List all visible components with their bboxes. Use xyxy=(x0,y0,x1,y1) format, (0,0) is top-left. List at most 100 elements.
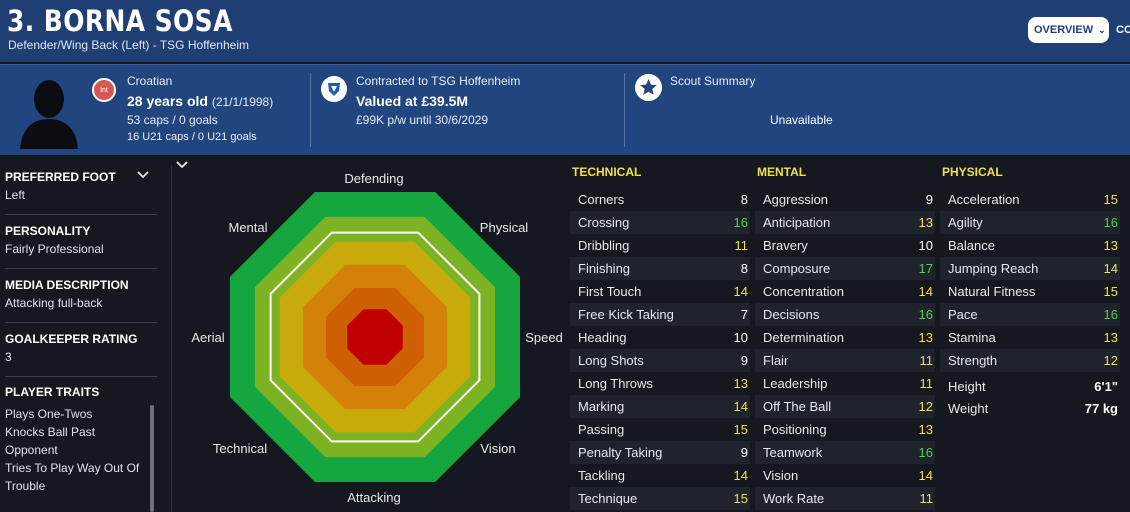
attribute-row[interactable]: Agility 16 xyxy=(940,211,1120,234)
media-description-title: MEDIA DESCRIPTION xyxy=(5,278,129,292)
attribute-value: 12 xyxy=(1103,353,1118,368)
attribute-name: First Touch xyxy=(578,284,642,299)
attribute-row[interactable]: Pace 16 xyxy=(940,303,1120,326)
attribute-name: Decisions xyxy=(763,307,820,322)
attribute-row[interactable]: Off The Ball 12 xyxy=(755,395,935,418)
attribute-value: 9 xyxy=(925,192,933,207)
weight-row: Weight 77 kg xyxy=(940,397,1120,419)
attribute-row[interactable]: Work Rate 11 xyxy=(755,487,935,510)
preferred-foot-section: PREFERRED FOOT Left xyxy=(5,170,157,202)
attribute-row[interactable]: Penalty Taking 9 xyxy=(570,441,750,464)
attribute-row[interactable]: Finishing 8 xyxy=(570,257,750,280)
attribute-value: 11 xyxy=(734,238,749,253)
radar-label-speed: Speed xyxy=(525,330,563,345)
attribute-row[interactable]: Acceleration 15 xyxy=(940,188,1120,211)
section-divider xyxy=(5,376,157,377)
attribute-row[interactable]: Dribbling 11 xyxy=(570,234,750,257)
player-details-sidebar: PREFERRED FOOT Left PERSONALITY Fairly P… xyxy=(0,160,165,512)
attribute-name: Vision xyxy=(763,468,799,483)
attribute-name: Natural Fitness xyxy=(948,284,1036,299)
attribute-row[interactable]: Bravery 10 xyxy=(755,234,935,257)
attribute-row[interactable]: Stamina 13 xyxy=(940,326,1120,349)
attribute-value: 9 xyxy=(740,445,748,460)
weight-value: 77 kg xyxy=(1084,401,1118,416)
attribute-value: 14 xyxy=(733,284,748,299)
attribute-row[interactable]: Passing 15 xyxy=(570,418,750,441)
attribute-row[interactable]: Composure 17 xyxy=(755,257,935,280)
attribute-row[interactable]: Balance 13 xyxy=(940,234,1120,257)
attribute-value: 8 xyxy=(740,192,748,207)
attribute-name: Dribbling xyxy=(578,238,630,253)
attribute-row[interactable]: Corners 8 xyxy=(570,188,750,211)
attribute-row[interactable]: First Touch 14 xyxy=(570,280,750,303)
attribute-row[interactable]: Tackling 14 xyxy=(570,464,750,487)
attribute-row[interactable]: Leadership 11 xyxy=(755,372,935,395)
attribute-row[interactable]: Jumping Reach 14 xyxy=(940,257,1120,280)
attribute-value: 14 xyxy=(1103,261,1118,276)
next-tab-button[interactable]: CO xyxy=(1116,24,1130,36)
chevron-down-icon[interactable] xyxy=(175,160,189,170)
scout-summary-title: Scout Summary xyxy=(670,74,756,88)
international-badge-icon: Int xyxy=(92,78,116,102)
date-of-birth: (21/1/1998) xyxy=(211,95,274,109)
attribute-row[interactable]: Long Shots 9 xyxy=(570,349,750,372)
goalkeeper-rating-value: 3 xyxy=(5,350,12,364)
traits-scrollbar[interactable] xyxy=(150,405,154,512)
chevron-down-icon[interactable] xyxy=(136,170,150,180)
attribute-name: Corners xyxy=(578,192,625,207)
attribute-row[interactable]: Flair 11 xyxy=(755,349,935,372)
player-silhouette-icon xyxy=(20,80,78,149)
attribute-row[interactable]: Heading 10 xyxy=(570,326,750,349)
attribute-row[interactable]: Determination 13 xyxy=(755,326,935,349)
radar-label-attacking: Attacking xyxy=(347,490,401,505)
attribute-value: 11 xyxy=(919,376,934,391)
radar-label-defending: Defending xyxy=(344,171,404,186)
technical-title: TECHNICAL xyxy=(572,165,642,179)
attribute-row[interactable]: Decisions 16 xyxy=(755,303,935,326)
club-badge-icon[interactable] xyxy=(321,76,347,102)
attribute-name: Jumping Reach xyxy=(948,261,1039,276)
attribute-row[interactable]: Natural Fitness 15 xyxy=(940,280,1120,303)
mental-attributes: MENTAL Aggression 9 Anticipation 13 Bravery 1… xyxy=(755,165,935,510)
radar-label-vision: Vision xyxy=(480,441,516,456)
preferred-foot-title: PREFERRED FOOT xyxy=(5,170,116,184)
player-trait: Plays One-Twos xyxy=(5,407,93,421)
attribute-name: Concentration xyxy=(763,284,844,299)
wage-contract: £99K p/w until 30/6/2029 xyxy=(356,113,489,127)
attribute-row[interactable]: Concentration 14 xyxy=(755,280,935,303)
attribute-row[interactable]: Positioning 13 xyxy=(755,418,935,441)
attribute-value: 14 xyxy=(918,284,933,299)
attribute-value: 15 xyxy=(733,422,748,437)
attribute-row[interactable]: Anticipation 13 xyxy=(755,211,935,234)
mental-title: MENTAL xyxy=(757,165,807,179)
attribute-name: Tackling xyxy=(578,468,625,483)
attribute-value: 15 xyxy=(1103,192,1118,207)
attribute-name: Penalty Taking xyxy=(578,445,663,460)
attribute-row[interactable]: Technique 15 xyxy=(570,487,750,510)
player-trait: Knocks Ball Past Opponent xyxy=(5,425,96,457)
attribute-name: Anticipation xyxy=(763,215,831,230)
attribute-name: Stamina xyxy=(948,330,996,345)
attribute-value: 12 xyxy=(918,399,933,414)
attribute-value: 16 xyxy=(1103,215,1118,230)
attribute-name: Finishing xyxy=(578,261,631,276)
preferred-foot-value: Left xyxy=(5,188,26,202)
attribute-row[interactable]: Crossing 16 xyxy=(570,211,750,234)
player-name: 3. BORNA SOSA xyxy=(7,4,233,38)
attribute-name: Passing xyxy=(578,422,625,437)
attribute-row[interactable]: Teamwork 16 xyxy=(755,441,935,464)
attribute-row[interactable]: Free Kick Taking 7 xyxy=(570,303,750,326)
section-divider xyxy=(5,214,157,215)
attribute-row[interactable]: Marking 14 xyxy=(570,395,750,418)
info-divider xyxy=(310,73,311,147)
attribute-row[interactable]: Aggression 9 xyxy=(755,188,935,211)
personality-title: PERSONALITY xyxy=(5,224,91,238)
attribute-name: Teamwork xyxy=(763,445,823,460)
international-caps: 53 caps / 0 goals xyxy=(127,113,218,127)
attribute-row[interactable]: Strength 12 xyxy=(940,349,1120,372)
height-value: 6'1" xyxy=(1094,379,1118,394)
attribute-row[interactable]: Long Throws 13 xyxy=(570,372,750,395)
overview-dropdown-button[interactable]: OVERVIEW ⌄ xyxy=(1028,17,1109,43)
attribute-row[interactable]: Vision 14 xyxy=(755,464,935,487)
